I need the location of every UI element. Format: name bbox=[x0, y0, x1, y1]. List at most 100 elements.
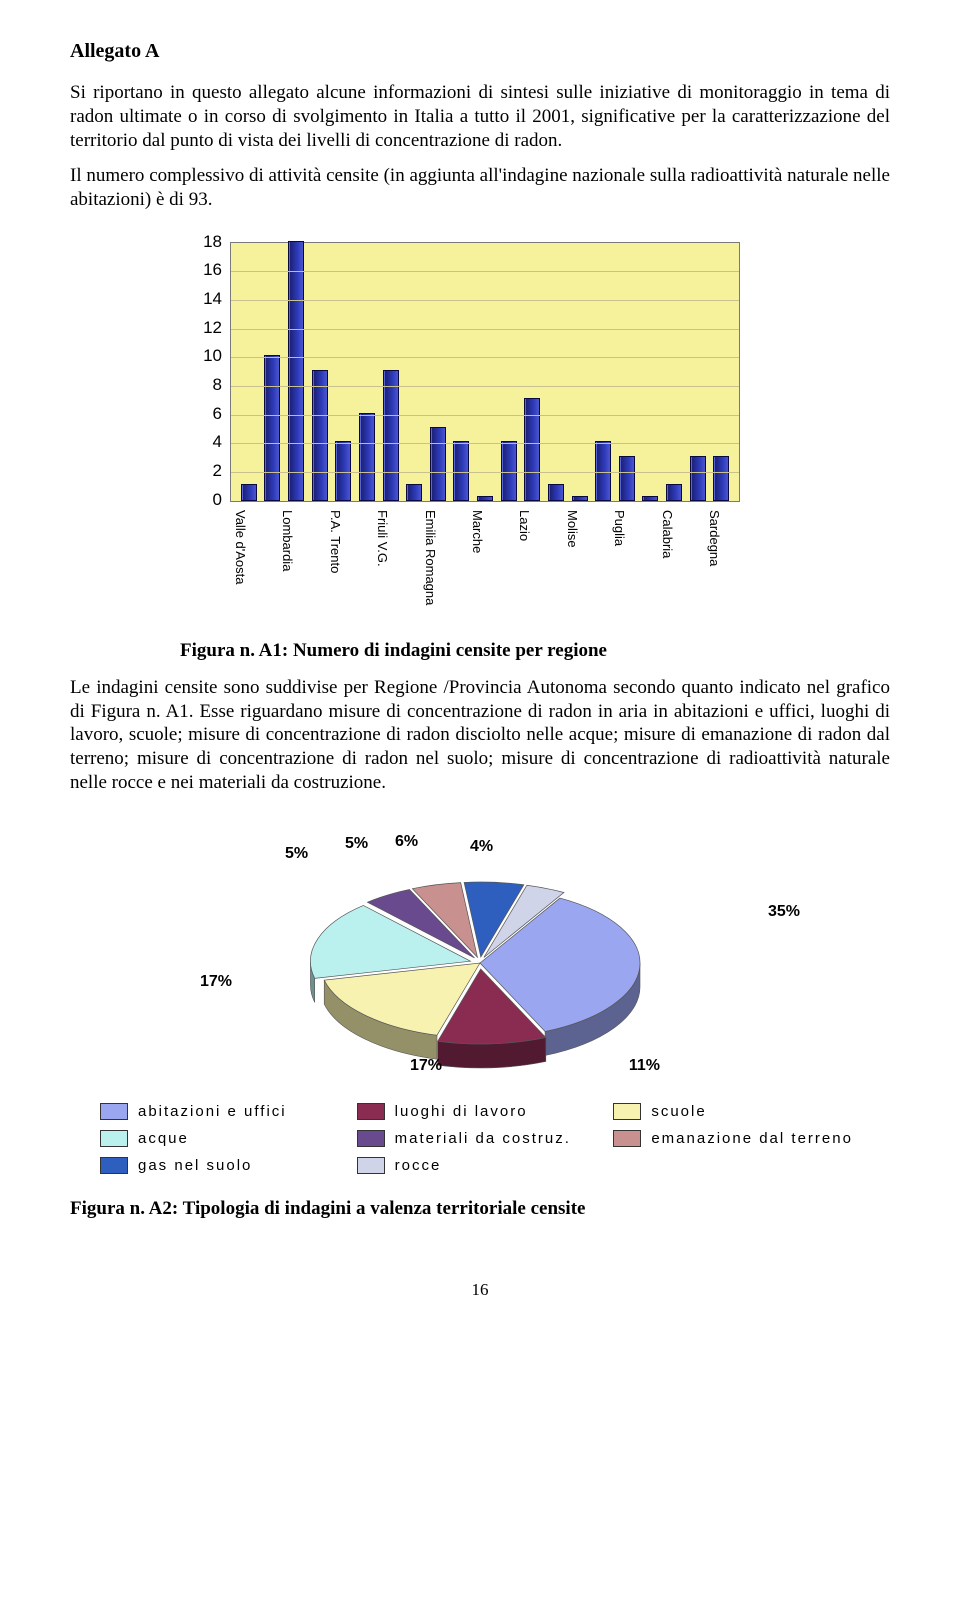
bar-chart-x-label: Molise bbox=[568, 504, 592, 624]
legend-label: scuole bbox=[651, 1103, 706, 1120]
bar-chart-x-label: Lazio bbox=[521, 504, 545, 624]
bar-chart-gridline bbox=[231, 472, 739, 473]
bar bbox=[453, 441, 469, 500]
bar-wrap bbox=[450, 241, 474, 501]
bar-wrap bbox=[261, 241, 285, 501]
bar bbox=[288, 241, 304, 501]
legend-swatch bbox=[100, 1157, 128, 1174]
legend-item: scuole bbox=[613, 1103, 860, 1120]
bar-chart-y-tick: 16 bbox=[203, 260, 222, 280]
pie-pct-5b: 5% bbox=[345, 835, 368, 853]
bar-chart-x-label: Lombardia bbox=[283, 504, 307, 624]
bar-wrap bbox=[710, 241, 734, 501]
bar-wrap bbox=[591, 241, 615, 501]
bar-chart-x-label: P.A. Trento bbox=[331, 504, 355, 624]
bar bbox=[595, 441, 611, 500]
figure-a1-caption: Figura n. A1: Numero di indagini censite… bbox=[180, 640, 890, 662]
legend-item: luoghi di lavoro bbox=[357, 1103, 604, 1120]
bar-wrap bbox=[662, 241, 686, 501]
bar-chart-gridline bbox=[231, 271, 739, 272]
bar-wrap bbox=[544, 241, 568, 501]
bar-wrap bbox=[473, 241, 497, 501]
bar-wrap bbox=[686, 241, 710, 501]
bar-chart-y-tick: 2 bbox=[213, 461, 222, 481]
pie-chart: 35% 11% 17% 17% 5% 5% 6% 4% bbox=[90, 833, 870, 1093]
legend-item: acque bbox=[100, 1130, 347, 1147]
bar-chart-x-labels: Valle d'Aosta Lombardia P.A. Trento Friuli … bbox=[230, 504, 740, 624]
bar-chart-gridline bbox=[231, 443, 739, 444]
bar-chart-y-tick: 6 bbox=[213, 404, 222, 424]
legend-label: materiali da costruz. bbox=[395, 1130, 571, 1147]
bar bbox=[477, 496, 493, 501]
bar bbox=[548, 484, 564, 500]
legend-item: abitazioni e uffici bbox=[100, 1103, 347, 1120]
bar-chart: 024681012141618 Valle d'AostaLombardiaP.… bbox=[180, 242, 780, 622]
bar bbox=[642, 496, 658, 501]
bar bbox=[666, 484, 682, 500]
legend-swatch bbox=[357, 1157, 385, 1174]
bar-wrap bbox=[615, 241, 639, 501]
bar-chart-y-tick: 18 bbox=[203, 232, 222, 252]
legend-item: materiali da costruz. bbox=[357, 1130, 604, 1147]
bar-chart-y-tick: 14 bbox=[203, 289, 222, 309]
pie-pct-17a: 17% bbox=[410, 1057, 442, 1075]
bar-chart-x-label: Sardegna bbox=[710, 504, 734, 624]
paragraph-1: Si riportano in questo allegato alcune i… bbox=[70, 81, 890, 152]
bar-chart-y-tick: 12 bbox=[203, 318, 222, 338]
bar-wrap bbox=[426, 241, 450, 501]
bar-chart-gridline bbox=[231, 386, 739, 387]
bar bbox=[713, 456, 729, 501]
bar-chart-x-label: Marche bbox=[473, 504, 497, 624]
paragraph-3: Le indagini censite sono suddivise per R… bbox=[70, 676, 890, 795]
bar-wrap bbox=[284, 241, 308, 501]
bar bbox=[430, 427, 446, 501]
legend-label: gas nel suolo bbox=[138, 1157, 252, 1174]
bar-chart-bars bbox=[231, 241, 739, 501]
page-title: Allegato A bbox=[70, 40, 890, 63]
bar-chart-x-label: Puglia bbox=[616, 504, 640, 624]
bar-chart-x-label: Calabria bbox=[663, 504, 687, 624]
legend-label: abitazioni e uffici bbox=[138, 1103, 287, 1120]
bar-wrap bbox=[308, 241, 332, 501]
bar-wrap bbox=[639, 241, 663, 501]
pie-chart-svg bbox=[280, 853, 680, 1073]
bar-wrap bbox=[379, 241, 403, 501]
paragraph-2: Il numero complessivo di attività censit… bbox=[70, 164, 890, 212]
bar-chart-gridline bbox=[231, 300, 739, 301]
bar bbox=[572, 496, 588, 501]
bar-wrap bbox=[497, 241, 521, 501]
legend-swatch bbox=[100, 1103, 128, 1120]
bar-chart-x-label: Friuli V.G. bbox=[378, 504, 402, 624]
bar-chart-y-tick: 10 bbox=[203, 346, 222, 366]
bar-chart-plot-area bbox=[230, 242, 740, 502]
bar bbox=[406, 484, 422, 500]
bar bbox=[359, 413, 375, 501]
figure-a2-caption: Figura n. A2: Tipologia di indagini a va… bbox=[70, 1198, 890, 1220]
legend-label: acque bbox=[138, 1130, 189, 1147]
legend-swatch bbox=[100, 1130, 128, 1147]
legend-item: rocce bbox=[357, 1157, 604, 1174]
legend-swatch bbox=[613, 1103, 641, 1120]
bar-chart-gridline bbox=[231, 415, 739, 416]
pie-pct-4: 4% bbox=[470, 838, 493, 856]
bar bbox=[501, 441, 517, 500]
bar bbox=[690, 456, 706, 501]
bar bbox=[241, 484, 257, 500]
bar bbox=[335, 441, 351, 500]
pie-pct-11: 11% bbox=[629, 1057, 660, 1075]
bar-wrap bbox=[332, 241, 356, 501]
bar-wrap bbox=[402, 241, 426, 501]
pie-pct-35: 35% bbox=[768, 903, 800, 921]
bar-chart-x-label: Emilia Romagna bbox=[426, 504, 450, 624]
bar-chart-x-label: Valle d'Aosta bbox=[236, 504, 260, 624]
legend-item: emanazione dal terreno bbox=[613, 1130, 860, 1147]
bar-chart-y-axis: 024681012141618 bbox=[180, 242, 228, 502]
bar-chart-y-tick: 0 bbox=[213, 490, 222, 510]
legend-label: emanazione dal terreno bbox=[651, 1130, 853, 1147]
bar-chart-gridline bbox=[231, 357, 739, 358]
bar bbox=[264, 355, 280, 500]
bar bbox=[619, 456, 635, 501]
bar bbox=[383, 370, 399, 501]
bar-wrap bbox=[568, 241, 592, 501]
bar-wrap bbox=[237, 241, 261, 501]
